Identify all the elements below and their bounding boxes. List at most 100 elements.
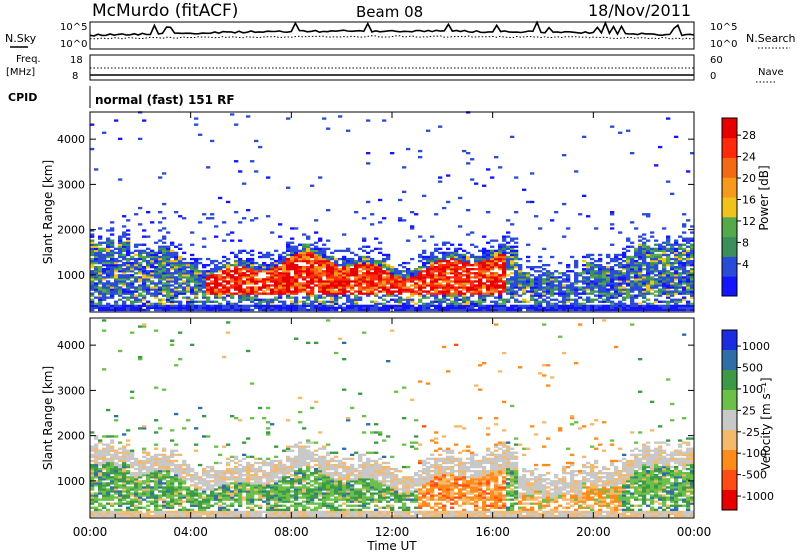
heatmap-cell — [638, 282, 643, 285]
heatmap-cell — [598, 253, 603, 257]
heatmap-cell — [522, 306, 527, 310]
heatmap-cell — [510, 304, 515, 308]
heatmap-cell — [90, 506, 95, 509]
heatmap-cell — [126, 264, 131, 267]
heatmap-cell — [470, 268, 475, 271]
heatmap-cell — [438, 278, 443, 281]
heatmap-cell — [138, 206, 143, 210]
heatmap-cell — [486, 270, 491, 273]
heatmap-cell — [602, 286, 607, 289]
heatmap-cell — [594, 306, 599, 310]
heatmap-cell — [242, 465, 247, 469]
heatmap-cell — [194, 288, 199, 291]
heatmap-cell — [214, 492, 219, 495]
heatmap-cell — [474, 286, 479, 289]
heatmap-cell — [146, 482, 151, 485]
heatmap-cell — [170, 339, 175, 342]
heatmap-cell — [450, 243, 455, 246]
heatmap-cell — [274, 249, 279, 253]
heatmap-cell — [542, 268, 547, 271]
heatmap-cell — [258, 484, 263, 487]
heatmap-cell — [438, 270, 443, 273]
heatmap-cell — [194, 268, 199, 271]
heatmap-cell — [330, 270, 335, 273]
heatmap-cell — [210, 282, 215, 285]
heatmap-cell — [130, 390, 135, 393]
heatmap-cell — [174, 268, 179, 271]
heatmap-cell — [90, 259, 95, 263]
heatmap-cell — [154, 255, 159, 259]
heatmap-cell — [610, 259, 615, 263]
heatmap-cell — [94, 484, 99, 487]
heatmap-cell — [626, 288, 631, 291]
heatmap-cell — [110, 502, 115, 505]
heatmap-cell — [426, 255, 431, 259]
heatmap-cell — [510, 237, 515, 240]
heatmap-cell — [450, 253, 455, 257]
heatmap-cell — [326, 290, 331, 293]
heatmap-cell — [170, 429, 175, 432]
heatmap-cell — [266, 280, 271, 283]
heatmap-cell — [170, 249, 175, 253]
heatmap-cell — [602, 268, 607, 271]
heatmap-cell — [338, 306, 343, 310]
heatmap-cell — [594, 227, 599, 230]
heatmap-cell — [590, 284, 595, 287]
heatmap-cell — [106, 288, 111, 291]
heatmap-cell — [374, 261, 379, 265]
heatmap-cell — [462, 286, 467, 289]
heatmap-cell — [130, 396, 135, 400]
heatmap-cell — [274, 259, 279, 263]
heatmap-cell — [430, 278, 435, 281]
heatmap-cell — [434, 243, 439, 246]
heatmap-cell — [98, 498, 103, 501]
heatmap-cell — [142, 249, 147, 253]
heatmap-cell — [610, 294, 615, 297]
heatmap-cell — [122, 253, 127, 257]
heatmap-cell — [182, 290, 187, 293]
heatmap-cell — [202, 213, 207, 216]
heatmap-cell — [214, 235, 219, 238]
heatmap-cell — [110, 449, 115, 452]
heatmap-cell — [226, 308, 231, 312]
heatmap-cell — [578, 272, 583, 275]
heatmap-cell — [106, 259, 111, 263]
heatmap-cell — [678, 264, 683, 267]
heatmap-cell — [118, 484, 123, 487]
heatmap-cell — [482, 268, 487, 271]
heatmap-cell — [150, 282, 155, 285]
heatmap-cell — [306, 282, 311, 285]
heatmap-cell — [110, 510, 115, 514]
heatmap-cell — [602, 266, 607, 269]
heatmap-cell — [662, 259, 667, 263]
heatmap-cell — [246, 278, 251, 281]
heatmap-cell — [138, 480, 143, 483]
heatmap-cell — [218, 282, 223, 285]
heatmap-cell — [526, 282, 531, 285]
heatmap-cell — [174, 255, 179, 259]
heatmap-cell — [606, 290, 611, 293]
heatmap-cell — [410, 257, 415, 261]
heatmap-cell — [130, 302, 135, 306]
heatmap-cell — [214, 284, 219, 287]
heatmap-cell — [306, 298, 311, 301]
heatmap-cell — [630, 302, 635, 306]
heatmap-cell — [422, 276, 427, 279]
heatmap-cell — [258, 470, 263, 473]
heatmap-cell — [294, 255, 299, 259]
heatmap-cell — [134, 306, 139, 310]
heatmap-cell — [298, 270, 303, 273]
heatmap-cell — [110, 488, 115, 491]
heatmap-cell — [478, 292, 483, 295]
heatmap-cell — [618, 261, 623, 265]
heatmap-cell — [266, 253, 271, 257]
heatmap-cell — [270, 261, 275, 265]
heatmap-cell — [102, 490, 107, 493]
heatmap-cell — [266, 284, 271, 287]
heatmap-cell — [590, 290, 595, 293]
heatmap-cell — [510, 247, 515, 251]
heatmap-cell — [550, 280, 555, 283]
heatmap-cell — [558, 292, 563, 295]
heatmap-cell — [486, 284, 491, 287]
